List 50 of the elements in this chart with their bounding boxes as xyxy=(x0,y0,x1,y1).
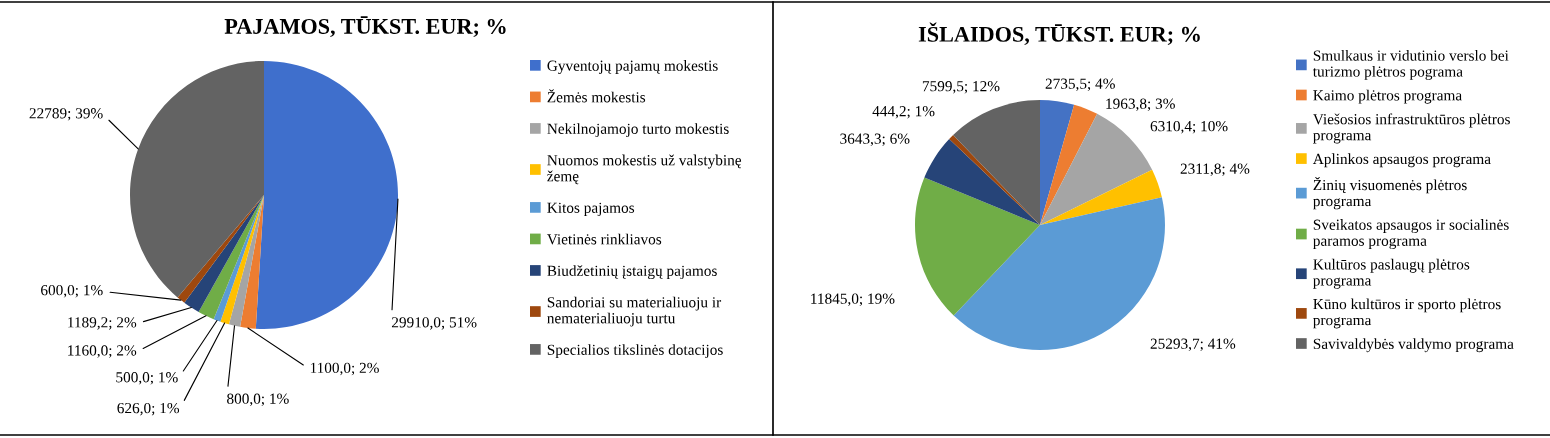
legend-label: Kaimo plėtros programa xyxy=(1313,89,1462,104)
data-label: 1100,0; 2% xyxy=(310,362,379,376)
data-label: 800,0; 1% xyxy=(227,393,289,407)
legend-label: Kitos pajamos xyxy=(547,202,635,217)
legend-label: Žinių visuomenės plėtros programa xyxy=(1313,177,1467,210)
chart-title: PAJAMOS, TŪKST. EUR; % xyxy=(224,16,506,38)
legend-label: Savivaldybės valdymo programa xyxy=(1313,338,1514,353)
data-label: 7599,5; 12% xyxy=(922,81,1000,94)
data-label: 500,0; 1% xyxy=(116,372,178,385)
data-label: 3643,3; 6% xyxy=(840,133,910,147)
pie-slice xyxy=(1040,169,1162,225)
data-label: 444,2; 1% xyxy=(872,106,935,119)
data-label: 2311,8; 4% xyxy=(1180,163,1250,177)
data-label: 1189,2; 2% xyxy=(68,317,137,330)
data-label: 1963,8; 3% xyxy=(1106,98,1175,112)
pie-slice xyxy=(240,195,264,329)
data-label: 2735,5; 4% xyxy=(1045,78,1115,92)
pie-slice xyxy=(130,61,264,298)
pie-slice xyxy=(953,100,1040,225)
legend-label: Kultūros paslaugų plėtros programa xyxy=(1313,258,1470,289)
chart-title: IŠLAIDOS, TŪKST. EUR; % xyxy=(918,22,1200,46)
legend-label: Kūno kultūros ir sporto plėtros programa xyxy=(1313,298,1501,329)
legend-label: Sveikatos apsaugos ir socialinės paramos programa xyxy=(1313,219,1509,250)
data-label: 11845,0; 19% xyxy=(811,293,895,307)
data-label: 626,0; 1% xyxy=(117,402,180,416)
data-label: 29910,0; 51% xyxy=(391,317,477,330)
pie-slice xyxy=(949,135,1040,225)
legend-label: Vietinės rinkliavos xyxy=(546,233,662,245)
pie-slice xyxy=(1040,100,1075,225)
legend-label: Žemės mokestis xyxy=(547,89,646,103)
data-label: 22789; 39% xyxy=(29,108,103,121)
legend-label: Nuomos mokestis už valstybinę žemę xyxy=(547,154,742,185)
legend-label: Specialios tikslinės dotacijos xyxy=(547,344,723,359)
pie-slice xyxy=(198,195,264,320)
legend-label: Biudžetinių įstaigų pajamos xyxy=(547,265,717,280)
legend-label: Sandoriai su materialiuoju ir nematerialiuoju turtu xyxy=(547,296,722,327)
pie-slice xyxy=(220,195,264,325)
data-label: 600,0; 1% xyxy=(41,284,103,298)
data-label: 25293,7; 41% xyxy=(1150,338,1236,352)
legend-label: Smulkaus ir vidutinio verslo bei turizmo plėtros pograma xyxy=(1312,50,1509,80)
legend-label: Aplinkos apsaugos programa xyxy=(1312,153,1491,168)
pie-slice xyxy=(228,195,264,327)
data-label: 6310,4; 10% xyxy=(1150,121,1228,134)
legend-label: Viešosios infrastruktūros plėtros programa xyxy=(1312,113,1510,144)
legend-label: Gyventojų pajamų mokestis xyxy=(547,60,718,74)
data-label: 1160,0; 2% xyxy=(68,345,137,358)
pie-slice xyxy=(1040,104,1098,225)
legend-label: Nekilnojamojo turto mokestis xyxy=(547,123,729,138)
pie-slice xyxy=(915,177,1040,316)
pie-slice xyxy=(924,139,1040,225)
